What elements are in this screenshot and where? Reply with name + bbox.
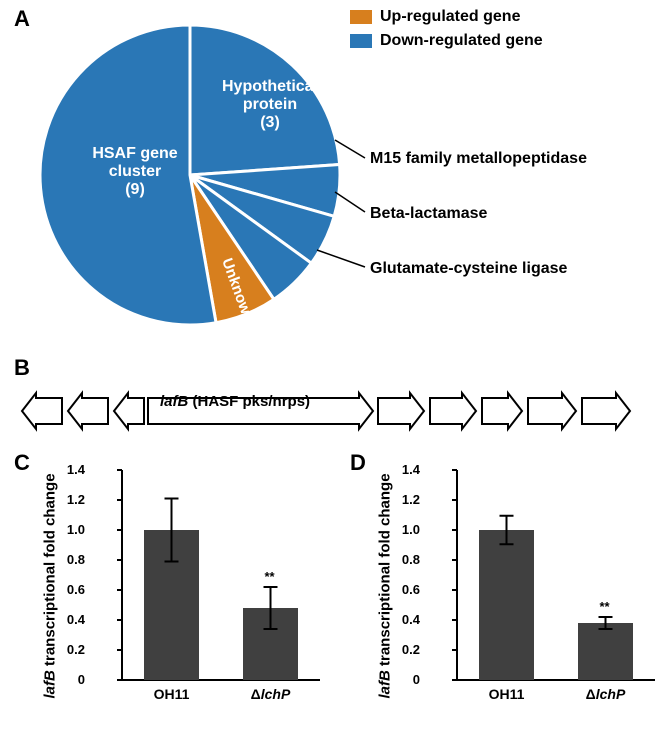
gene-diagram <box>20 380 660 440</box>
panel-b-label: B <box>14 355 30 381</box>
lafb-text: lafB (HASF pks/nrps) <box>160 393 310 410</box>
panel-d-label: D <box>350 450 366 476</box>
legend-down-label: Down-regulated gene <box>380 32 543 50</box>
legend-up-label: Up-regulated gene <box>380 8 520 26</box>
bar-chart-c: 00.20.40.60.81.01.21.4OH11ΔlchP**lafB tr… <box>30 460 330 740</box>
pie-gcl-label: Glutamate-cysteine ligase <box>370 260 567 278</box>
panel-c-label: C <box>14 450 30 476</box>
pie-beta-label: Beta-lactamase <box>370 205 487 223</box>
pie-m15-label: M15 family metallopeptidase <box>370 150 587 168</box>
bar-chart-d: 00.20.40.60.81.01.21.4OH11ΔlchP**lafB tr… <box>365 460 665 740</box>
pie-hypo-label: Hypothetical protein (3) <box>210 78 330 132</box>
pie-hsaf-label: HSAF gene cluster (9) <box>65 145 205 199</box>
